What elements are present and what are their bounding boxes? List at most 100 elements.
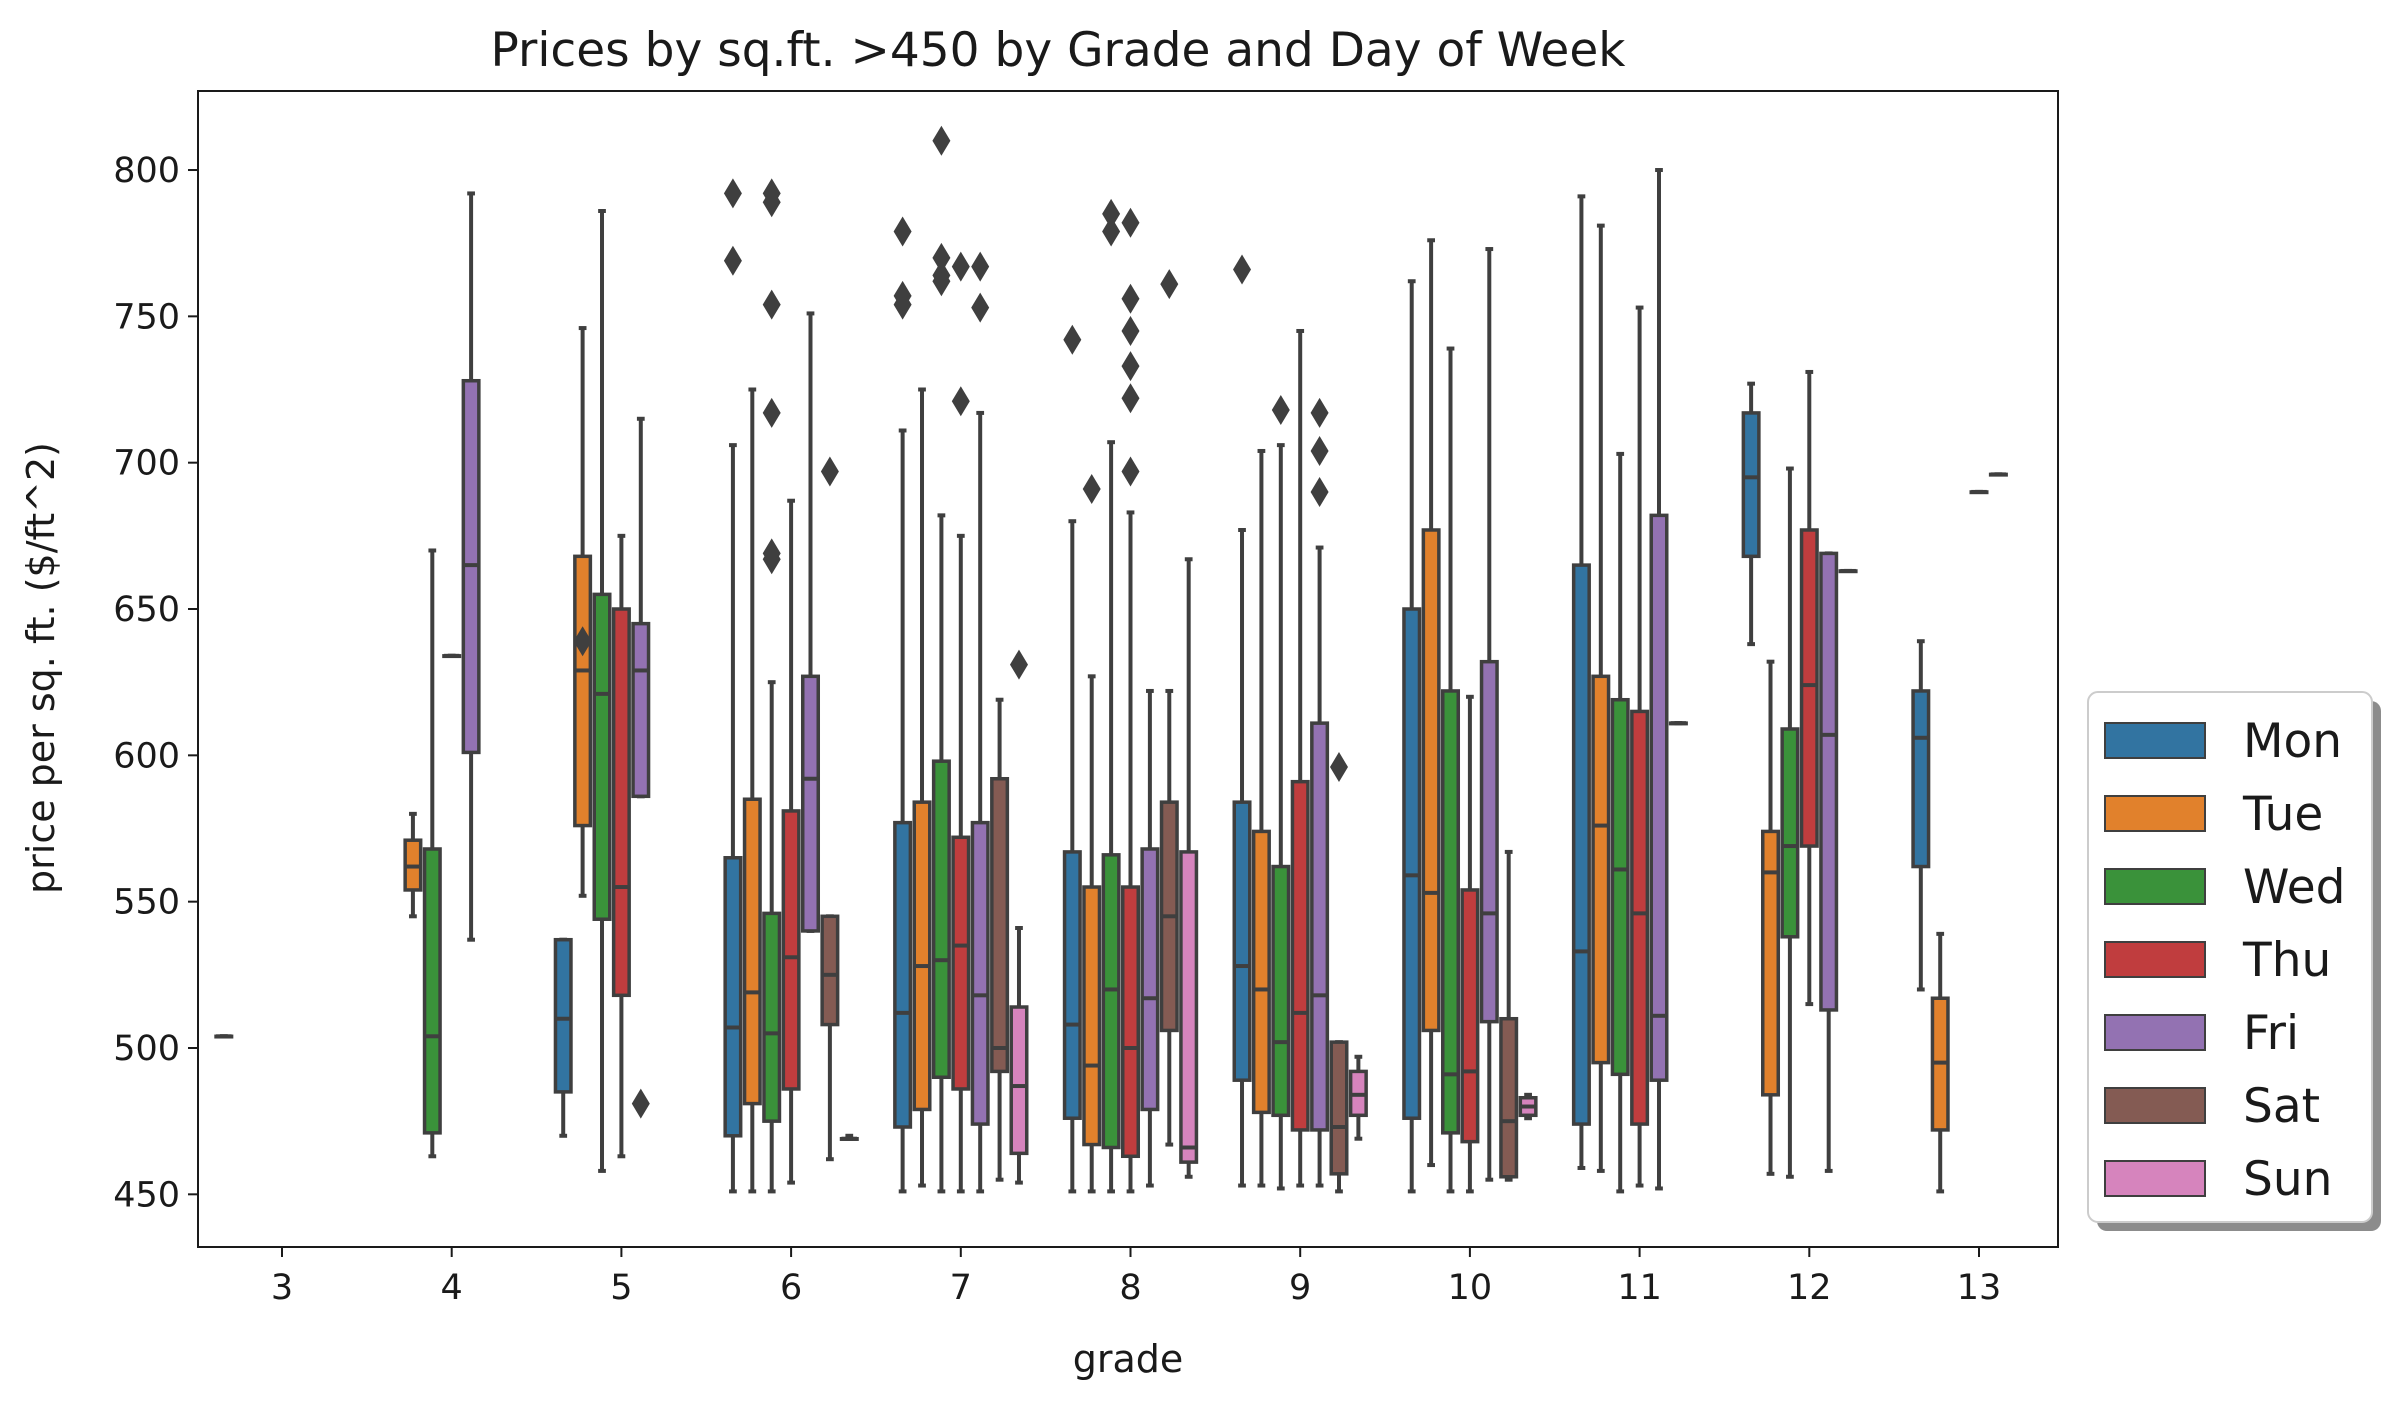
y-tick-label: 800 [113, 151, 180, 191]
box-fri-grade-7 [970, 251, 990, 1194]
iqr-box [1741, 411, 1761, 559]
outlier-point [573, 626, 592, 657]
box-thu-grade-6 [781, 498, 801, 1185]
box-mon-grade-13 [1911, 639, 1931, 992]
iqr-box [931, 759, 951, 1080]
box-tue-grade-5 [573, 326, 593, 898]
iqr-box [1440, 689, 1461, 1135]
outlier-point [723, 245, 742, 276]
iqr-box [1780, 727, 1800, 939]
box-wed-grade-12 [1780, 466, 1800, 1179]
box-thu-grade-13 [1969, 489, 1989, 495]
outlier-point [1121, 207, 1140, 238]
outlier-point [1271, 394, 1290, 425]
outlier-point [762, 178, 781, 209]
box-tue-grade-9 [1251, 448, 1271, 1188]
plot-frame [197, 90, 2059, 1248]
box-thu-grade-7 [951, 251, 971, 1194]
box-mon-grade-6 [723, 178, 743, 1194]
box-thu-grade-11 [1630, 305, 1650, 1188]
box-wed-grade-5 [592, 208, 612, 1173]
box-tue-grade-13 [1930, 931, 1950, 1194]
iqr-box [781, 809, 801, 1091]
outlier-point [1121, 383, 1140, 414]
outlier-point [820, 456, 839, 487]
outlier-point [1310, 397, 1329, 428]
legend-swatch-fri [2104, 1014, 2206, 1051]
box-fri-grade-9 [1310, 397, 1330, 1188]
x-tick-label: 6 [780, 1268, 802, 1308]
box-mon-grade-7 [893, 216, 913, 1194]
box-thu-grade-4 [442, 653, 462, 659]
iqr-box [1402, 607, 1422, 1120]
legend-swatch-mon [2104, 722, 2206, 759]
iqr-box [820, 914, 840, 1027]
box-tue-grade-6 [742, 387, 762, 1194]
iqr-box [1140, 847, 1160, 1112]
chart-title: Prices by sq.ft. >450 by Grade and Day o… [491, 23, 1627, 78]
iqr-box [1571, 563, 1591, 1126]
box-fri-grade-12 [1819, 551, 1839, 1173]
iqr-box [1460, 888, 1480, 1144]
box-mon-grade-9 [1232, 254, 1252, 1188]
box-tue-grade-12 [1761, 659, 1781, 1176]
y-tick-label: 500 [113, 1029, 180, 1069]
legend-label-sat: Sat [2243, 1079, 2320, 1134]
box-mon-grade-12 [1741, 381, 1761, 647]
outlier-point [1102, 198, 1121, 229]
iqr-box [592, 592, 612, 921]
x-tick-label: 7 [950, 1268, 972, 1308]
x-axis-label: grade [1073, 1337, 1184, 1381]
x-tick-label: 9 [1289, 1268, 1311, 1308]
legend-label-mon: Mon [2243, 714, 2342, 769]
box-thu-grade-12 [1799, 369, 1819, 1007]
box-fri-grade-8 [1140, 688, 1160, 1188]
outlier-point [951, 251, 970, 282]
outlier-point [932, 242, 951, 273]
x-tick-label: 5 [610, 1268, 632, 1308]
box-thu-grade-8 [1120, 207, 1141, 1194]
x-tick-label: 11 [1617, 1268, 1662, 1308]
box-wed-grade-8 [1101, 198, 1121, 1194]
iqr-box [1179, 850, 1199, 1164]
outlier-point [1329, 752, 1348, 783]
outlier-point [1310, 476, 1329, 507]
y-axis-label: price per sq. ft. ($/ft^2) [19, 442, 63, 894]
box-sun-grade-7 [1009, 649, 1029, 1185]
box-wed-grade-4 [422, 548, 442, 1159]
box-thu-grade-10 [1460, 694, 1480, 1194]
outlier-point [932, 260, 951, 291]
iqr-box [912, 800, 932, 1112]
iqr-box [893, 820, 913, 1129]
y-tick-label: 650 [113, 590, 180, 630]
legend: Mon Tue Wed Thu Fri Sat Sun [2087, 691, 2381, 1231]
iqr-box [422, 847, 442, 1135]
plot-area: 450 500 550 600 650 700 750 800 3 4 5 6 7 8 9 10 11 12 13 [113, 90, 2059, 1308]
box-sat-grade-11 [1668, 721, 1688, 726]
iqr-box [631, 621, 651, 799]
iqr-box [553, 937, 573, 1094]
x-tick-label: 8 [1119, 1268, 1141, 1308]
iqr-box [1251, 829, 1271, 1115]
outlier-point [893, 216, 912, 247]
outlier-point [1233, 254, 1252, 285]
iqr-box [1911, 689, 1931, 869]
box-sat-grade-12 [1838, 568, 1858, 574]
iqr-box [1819, 551, 1839, 1012]
box-mon-grade-11 [1571, 194, 1591, 1170]
iqr-box [990, 776, 1010, 1074]
box-fri-grade-13 [1988, 472, 2008, 477]
outlier-point [1102, 216, 1121, 247]
y-tick-label: 700 [113, 444, 180, 484]
iqr-box [1101, 853, 1121, 1150]
iqr-box [573, 554, 593, 828]
iqr-box [611, 607, 631, 998]
outlier-point [1121, 315, 1140, 346]
iqr-box [800, 674, 821, 933]
iqr-box [951, 835, 971, 1091]
outlier-point [893, 280, 912, 311]
iqr-box [1009, 1005, 1029, 1156]
box-wed-grade-11 [1610, 451, 1630, 1194]
iqr-box [1310, 721, 1330, 1132]
